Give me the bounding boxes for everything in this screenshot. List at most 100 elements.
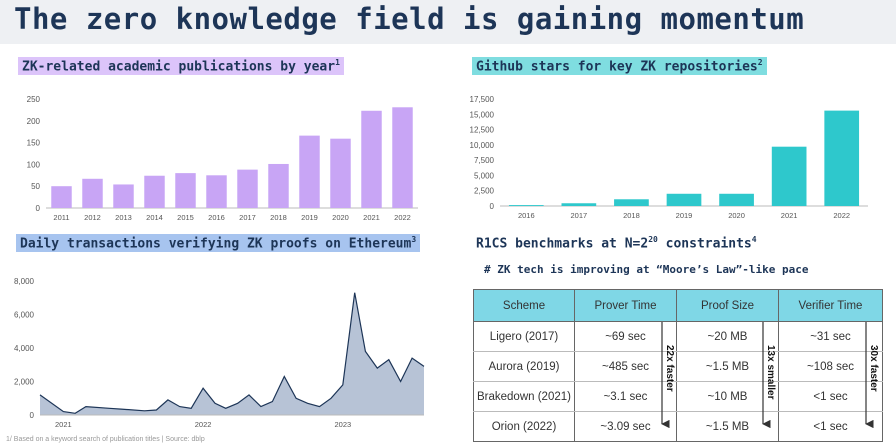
- publications-footnote-ref: 1: [335, 58, 340, 67]
- x-tick-label: 2020: [332, 213, 349, 222]
- cell-proof-size: ~20 MB: [676, 321, 779, 352]
- y-tick-label: 0: [36, 204, 41, 213]
- y-tick-label: 2,000: [14, 378, 35, 387]
- y-tick-label: 0: [30, 411, 35, 420]
- cell-scheme: Orion (2022): [473, 411, 575, 442]
- page-title: The zero knowledge field is gaining mome…: [14, 2, 805, 36]
- bar: [719, 193, 754, 206]
- y-tick-label: 8,000: [14, 277, 35, 286]
- y-tick-label: 10,000: [470, 141, 495, 150]
- bar: [330, 138, 351, 208]
- y-tick-label: 15,000: [470, 110, 495, 119]
- x-tick-label: 2019: [676, 211, 693, 220]
- arrow-label: 13x smaller: [765, 345, 776, 400]
- r1cs-title: R1CS benchmarks at N=220 constraints4: [472, 234, 761, 253]
- cell-prover-time: ~3.1 sec: [574, 381, 677, 412]
- transactions-title-text: Daily transactions verifying ZK proofs o…: [20, 236, 412, 252]
- cell-proof-size: ~1.5 MB: [676, 351, 779, 382]
- publications-title-text: ZK-related academic publications by year: [22, 59, 336, 75]
- bar: [237, 169, 258, 208]
- x-tick-label: 2016: [208, 213, 225, 222]
- bar: [824, 110, 860, 206]
- y-tick-label: 4,000: [14, 344, 35, 353]
- table-row: Brakedown (2021) ~3.1 sec ~10 MB <1 sec: [473, 381, 883, 412]
- x-tick-label: 2014: [146, 213, 163, 222]
- y-tick-label: 6,000: [14, 311, 35, 320]
- table-header-row: Scheme Prover Time Proof Size Verifier T…: [473, 289, 883, 322]
- y-tick-label: 12,500: [470, 126, 495, 135]
- github-footnote-ref: 2: [757, 58, 763, 67]
- arrow-label: 22x faster: [664, 345, 675, 392]
- x-tick-label: 2012: [84, 213, 101, 222]
- y-tick-label: 200: [27, 117, 41, 126]
- x-tick-label: 2021: [55, 420, 72, 429]
- r1cs-title-exponent: 20: [648, 235, 658, 244]
- bar: [561, 203, 597, 206]
- r1cs-footnote-ref: 4: [751, 235, 757, 244]
- x-tick-label: 2021: [781, 211, 798, 220]
- bar: [508, 205, 544, 206]
- moores-law-note: # ZK tech is improving at “Moore’s Law”-…: [484, 263, 809, 276]
- x-tick-label: 2020: [728, 211, 745, 220]
- y-tick-label: 0: [490, 202, 495, 211]
- y-tick-label: 2,500: [474, 187, 495, 196]
- x-tick-label: 2019: [301, 213, 318, 222]
- cell-proof-size: ~1.5 MB: [676, 411, 779, 442]
- x-tick-label: 2021: [363, 213, 380, 222]
- bar: [614, 199, 649, 206]
- header-scheme: Scheme: [473, 289, 575, 322]
- x-tick-label: 2011: [53, 213, 69, 222]
- x-tick-label: 2022: [394, 213, 411, 222]
- header-proof-size: Proof Size: [676, 289, 779, 322]
- title-bar: The zero knowledge field is gaining mome…: [0, 0, 896, 44]
- cell-proof-size: ~10 MB: [676, 381, 779, 412]
- github-title-text: Github stars for key ZK repositories: [476, 59, 758, 75]
- arrow-label: 30x faster: [868, 345, 879, 392]
- x-tick-label: 2015: [177, 213, 194, 222]
- y-tick-label: 50: [31, 182, 40, 191]
- bar: [144, 175, 165, 208]
- x-tick-label: 2018: [623, 211, 640, 220]
- bar: [361, 110, 382, 208]
- x-tick-label: 2017: [571, 211, 588, 220]
- header-prover-time: Prover Time: [574, 289, 677, 322]
- x-tick-label: 2018: [270, 213, 287, 222]
- cell-prover-time: ~69 sec: [574, 321, 677, 352]
- cell-prover-time: ~485 sec: [574, 351, 677, 382]
- x-tick-label: 2022: [195, 420, 212, 429]
- r1cs-title-text: R1CS benchmarks at N=2: [476, 236, 649, 252]
- transactions-title: Daily transactions verifying ZK proofs o…: [16, 234, 421, 253]
- cell-scheme: Ligero (2017): [473, 321, 575, 352]
- x-tick-label: 2013: [115, 213, 132, 222]
- cell-prover-time: ~3.09 sec: [574, 411, 677, 442]
- github-title: Github stars for key ZK repositories2: [472, 57, 767, 76]
- bar: [392, 107, 413, 208]
- y-tick-label: 5,000: [474, 171, 495, 180]
- bar: [175, 173, 196, 208]
- bar: [51, 186, 72, 208]
- y-tick-label: 17,500: [470, 95, 495, 104]
- bar: [113, 184, 134, 208]
- y-tick-label: 150: [27, 139, 41, 148]
- x-tick-label: 2023: [334, 420, 351, 429]
- y-tick-label: 250: [27, 95, 41, 104]
- bar: [268, 163, 289, 208]
- x-tick-label: 2022: [833, 211, 850, 220]
- r1cs-title-tail: constraints: [657, 236, 752, 252]
- y-tick-label: 100: [27, 160, 41, 169]
- transactions-footnote-ref: 3: [411, 235, 417, 244]
- bar: [666, 193, 702, 206]
- cell-scheme: Aurora (2019): [473, 351, 575, 382]
- bar: [771, 146, 807, 206]
- series-line: [39, 292, 425, 414]
- bar: [82, 178, 103, 208]
- source-footnote: 1/ Based on a keyword search of publicat…: [6, 436, 205, 443]
- header-verifier-time: Verifier Time: [778, 289, 883, 322]
- bar: [206, 175, 227, 208]
- publications-title: ZK-related academic publications by year…: [18, 57, 344, 76]
- bar: [299, 135, 320, 208]
